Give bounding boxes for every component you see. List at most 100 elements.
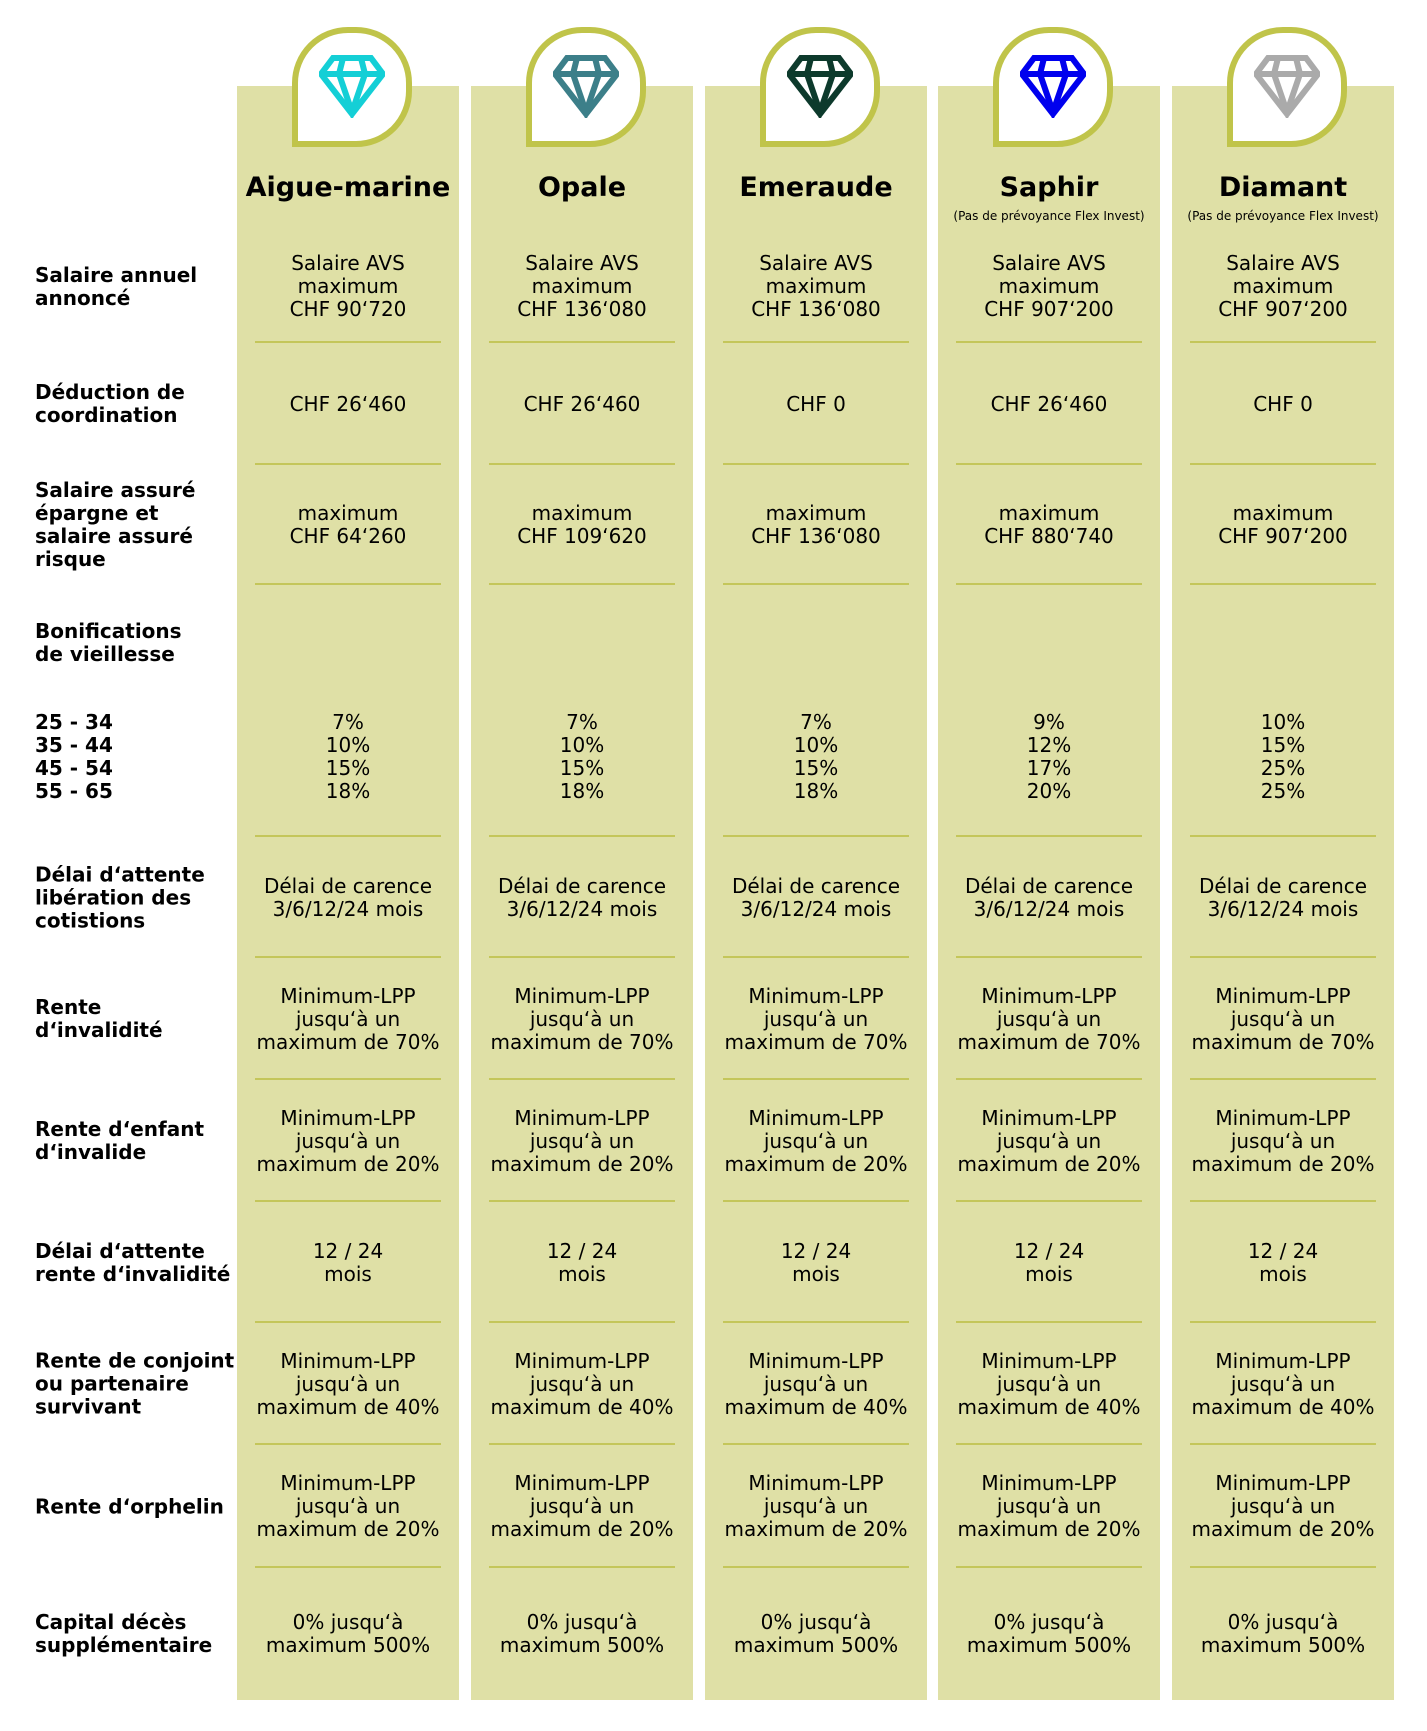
table-cell: Minimum-LPP jusqu‘à un maximum de 70%: [957, 983, 1141, 1054]
bonification-rate: 15%: [793, 756, 839, 780]
row-divider: [255, 1566, 441, 1568]
table-cell: maximum CHF 880‘740: [984, 501, 1114, 548]
table-cell: Minimum-LPP jusqu‘à un maximum de 20%: [490, 1471, 674, 1541]
table-cell: 12 / 24 mois: [546, 1238, 618, 1286]
plan-name: Diamant: [1218, 172, 1348, 203]
bonification-rate: 25%: [1260, 779, 1306, 803]
table-cell: 0% jusqu‘à maximum 500%: [265, 1610, 431, 1657]
age-bracket: 45 - 54: [35, 756, 113, 780]
table-row: Rente d‘orphelin Minimum-LPP jusqu‘à un m…: [0, 1445, 1427, 1568]
row-divider: [1190, 1443, 1376, 1445]
row-divider: [956, 835, 1142, 837]
row-label: Délai d‘attente libération des cotistion…: [35, 862, 205, 932]
table-cell: 0% jusqu‘à maximum 500%: [1200, 1610, 1366, 1657]
bonification-rate: 15%: [1260, 733, 1306, 757]
table-cell: Salaire AVS maximum CHF 136‘080: [751, 251, 881, 321]
row-divider: [723, 1321, 909, 1323]
bonification-rate: 10%: [559, 733, 605, 757]
row-divider: [1190, 835, 1376, 837]
bonification-rate: 9%: [1033, 710, 1065, 734]
table-cell: Minimum-LPP jusqu‘à un maximum de 70%: [724, 983, 908, 1054]
bonification-values: 10% 15% 25% 25%: [1172, 711, 1394, 803]
table-cell: Minimum-LPP jusqu‘à un maximum de 20%: [957, 1105, 1141, 1176]
bonification-values: 7% 10% 15% 18%: [471, 711, 693, 803]
table-cell: 12 / 24 mois: [1013, 1238, 1085, 1286]
row-divider: [489, 1078, 675, 1080]
plan-name: Emeraude: [739, 172, 893, 203]
bonification-rate: 18%: [325, 779, 371, 803]
bonification-values: 7% 10% 15% 18%: [237, 711, 459, 803]
table-cell: Salaire AVS maximum CHF 907‘200: [984, 251, 1114, 321]
bonification-rate: 18%: [559, 779, 605, 803]
diamond-icon: [1018, 52, 1088, 122]
row-divider: [255, 341, 441, 343]
plan-subtitle: (Pas de prévoyance Flex Invest): [953, 209, 1145, 223]
age-bracket: 35 - 44: [35, 733, 113, 757]
diamond-icon: [1252, 52, 1322, 122]
table-cell: Minimum-LPP jusqu‘à un maximum de 70%: [1191, 983, 1375, 1054]
row-divider: [956, 1078, 1142, 1080]
row-divider: [489, 956, 675, 958]
bonification-rate: 7%: [800, 710, 832, 734]
table-row: Capital décès supplémentaire 0% jusqu‘à m…: [0, 1568, 1427, 1700]
table-cell: CHF 26‘460: [289, 391, 407, 416]
table-cell: Délai de carence 3/6/12/24 mois: [497, 873, 667, 921]
row-divider: [1190, 956, 1376, 958]
row-divider: [956, 1566, 1142, 1568]
row-divider: [956, 463, 1142, 465]
row-divider: [489, 463, 675, 465]
bonification-rate: 25%: [1260, 756, 1306, 780]
row-divider: [489, 1443, 675, 1445]
table-cell: maximum CHF 109‘620: [517, 501, 647, 548]
table-cell: Délai de carence 3/6/12/24 mois: [263, 873, 433, 921]
row-divider: [723, 463, 909, 465]
row-divider: [1190, 1566, 1376, 1568]
bonification-rate: 15%: [559, 756, 605, 780]
bonification-rate: 17%: [1026, 756, 1072, 780]
row-divider: [723, 1443, 909, 1445]
table-row: Délai d‘attente rente d‘invalidité 12 / 2…: [0, 1202, 1427, 1323]
table-cell: Minimum-LPP jusqu‘à un maximum de 20%: [490, 1105, 674, 1176]
table-cell: maximum CHF 136‘080: [751, 501, 881, 548]
table-cell: Salaire AVS maximum CHF 90‘720: [289, 251, 407, 321]
table-cell: Minimum-LPP jusqu‘à un maximum de 40%: [490, 1348, 674, 1419]
age-bracket: 25 - 34: [35, 710, 113, 734]
table-cell: CHF 26‘460: [990, 391, 1108, 416]
row-divider: [1190, 1200, 1376, 1202]
diamond-icon: [785, 52, 855, 122]
row-label: Bonifications de vieillesse: [35, 619, 182, 666]
table-cell: 0% jusqu‘à maximum 500%: [966, 1610, 1132, 1657]
row-divider: [956, 1200, 1142, 1202]
row-divider: [723, 583, 909, 585]
row-divider: [255, 1200, 441, 1202]
row-divider: [1190, 1321, 1376, 1323]
row-divider: [255, 463, 441, 465]
row-divider: [723, 341, 909, 343]
table-cell: Délai de carence 3/6/12/24 mois: [964, 873, 1134, 921]
table-cell: maximum CHF 64‘260: [289, 501, 407, 548]
bonification-rate: 10%: [325, 733, 371, 757]
plan-subtitle: (Pas de prévoyance Flex Invest): [1187, 209, 1379, 223]
age-bracket: 55 - 65: [35, 779, 113, 803]
row-divider: [723, 956, 909, 958]
table-cell: Minimum-LPP jusqu‘à un maximum de 40%: [256, 1348, 440, 1419]
row-label: Rente d‘orphelin: [35, 1494, 224, 1518]
table-cell: 12 / 24 mois: [780, 1238, 852, 1286]
plan-name: Opale: [537, 172, 627, 203]
bonification-values: 7% 10% 15% 18%: [705, 711, 927, 803]
plan-name: Aigue-marine: [245, 172, 451, 203]
row-divider: [255, 956, 441, 958]
bonification-rate: 15%: [325, 756, 371, 780]
table-cell: Minimum-LPP jusqu‘à un maximum de 70%: [256, 983, 440, 1054]
table-cell: Minimum-LPP jusqu‘à un maximum de 40%: [724, 1348, 908, 1419]
table-cell: 0% jusqu‘à maximum 500%: [499, 1610, 665, 1657]
row-label: Salaire annuel annoncé: [35, 262, 198, 310]
table-cell: CHF 26‘460: [523, 391, 641, 416]
plan-column-2: [471, 86, 693, 1700]
plan-name: Saphir: [999, 172, 1099, 203]
plan-icon-tab: [760, 27, 880, 147]
age-brackets: 25 - 34 35 - 44 45 - 54 55 - 65: [35, 711, 113, 803]
row-label: Rente de conjoint ou partenaire survivan…: [35, 1348, 235, 1419]
row-divider: [255, 1443, 441, 1445]
bonification-rate: 12%: [1026, 733, 1072, 757]
